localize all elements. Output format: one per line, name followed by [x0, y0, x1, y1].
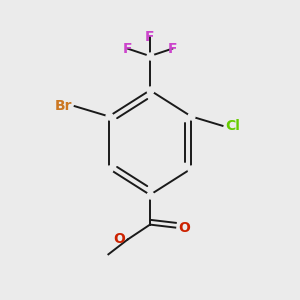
Text: Br: Br [55, 99, 72, 113]
Text: F: F [167, 42, 177, 56]
Text: F: F [145, 30, 155, 44]
Text: F: F [123, 42, 133, 56]
Text: Cl: Cl [225, 119, 240, 133]
Text: O: O [113, 232, 125, 247]
Text: O: O [178, 220, 190, 235]
